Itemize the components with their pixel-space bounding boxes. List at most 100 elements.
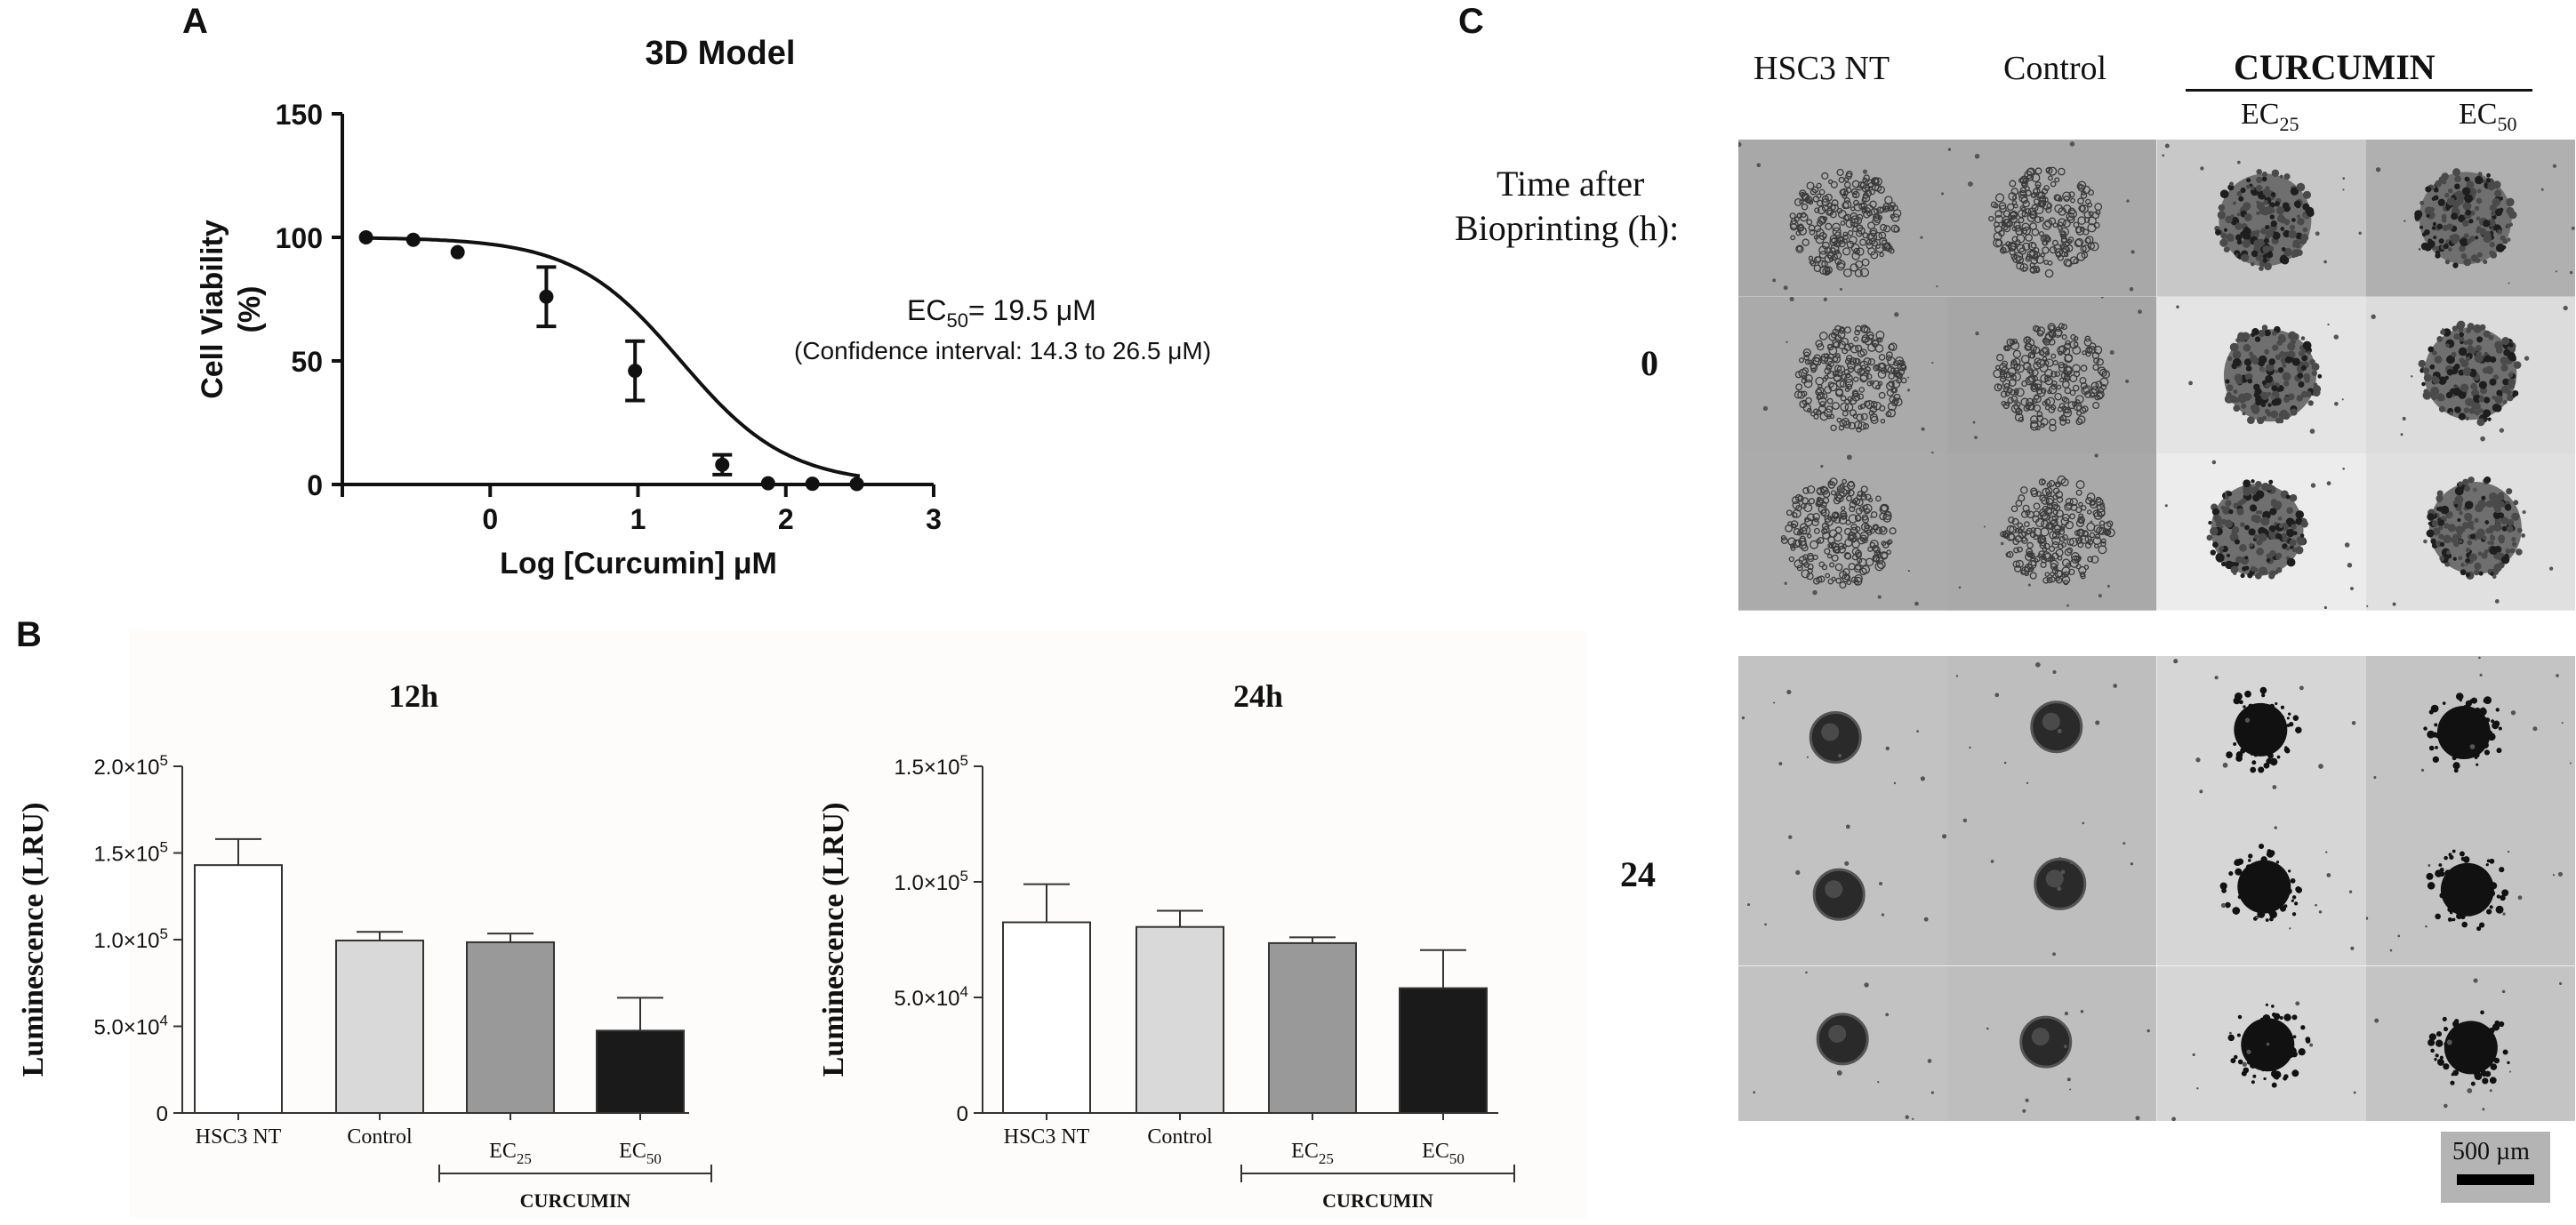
spheroid-cell — [1858, 368, 1866, 375]
debris-dot — [2069, 1088, 2072, 1091]
spheroid-cell — [2446, 368, 2453, 376]
debris-dot — [2199, 166, 2204, 171]
spheroid-cell — [2436, 335, 2443, 342]
debris-dot — [2172, 659, 2178, 664]
chart-a-ylabel-line2: (%) — [233, 286, 267, 333]
spheroid-fragment — [2265, 1003, 2268, 1006]
spheroid-cell — [2237, 395, 2246, 404]
spheroid-cell — [2492, 403, 2500, 412]
spheroid-cell — [2261, 245, 2270, 253]
spheroid-cell — [1837, 210, 1847, 219]
spheroid-cell — [2263, 237, 2269, 244]
spheroid-cell — [2223, 228, 2227, 232]
spheroid-cell — [2235, 234, 2242, 241]
chart-a-xtick-label: 1 — [630, 503, 646, 535]
micrograph-cell — [1738, 965, 1948, 1121]
spheroid-cell — [1851, 499, 1857, 505]
spheroid-cell — [2275, 552, 2282, 559]
spheroid-cell — [1853, 420, 1863, 429]
spheroid-cell — [2022, 266, 2028, 272]
spheroid-fragment — [2452, 1069, 2459, 1076]
spheroid-cell — [2494, 208, 2502, 217]
chart-b-xtick-label: EC50 — [619, 1140, 662, 1167]
spheroid-cell — [1859, 534, 1867, 543]
ec50-annotation: EC50= 19.5 μM — [907, 294, 1096, 332]
spheroid-cell — [2246, 572, 2252, 579]
chart-a-fit-curve — [365, 236, 861, 478]
spheroid-cell — [2012, 560, 2021, 569]
spheroid-cell — [2034, 383, 2042, 391]
spheroid-cell — [2289, 494, 2297, 502]
micrograph-cell — [1738, 811, 1948, 966]
spheroid-cell — [2030, 381, 2039, 390]
spheroid-cell — [2484, 520, 2489, 525]
spheroid-cell — [2506, 525, 2514, 533]
debris-dot — [2058, 729, 2062, 733]
spheroid-cell — [2482, 409, 2491, 418]
spheroid-fragment — [2242, 1067, 2249, 1073]
spheroid-cell — [1802, 238, 1810, 246]
spheroid-cell — [1862, 504, 1868, 511]
debris-dot — [1994, 693, 2000, 698]
chart-a-data-point — [715, 457, 730, 472]
spheroid-fragment — [2493, 1057, 2500, 1063]
spheroid-cell — [2071, 555, 2081, 564]
debris-dot — [2467, 1087, 2472, 1093]
spheroid-cell — [2233, 562, 2239, 567]
spheroid-cell — [2459, 239, 2464, 244]
spheroid-cell — [2232, 357, 2241, 366]
spheroid-cell — [2444, 259, 2450, 265]
spheroid-cell — [1824, 246, 1831, 253]
spheroid-cell — [2442, 327, 2452, 337]
spheroid-cell — [2454, 495, 2464, 505]
spheroid-cell — [1842, 268, 1852, 277]
debris-dot — [2392, 603, 2396, 607]
debris-dot — [2310, 483, 2315, 489]
spheroid-cell — [2061, 371, 2069, 380]
debris-dot — [2555, 270, 2557, 273]
spheroid-cell — [2050, 572, 2055, 577]
spheroid-cell — [1842, 202, 1850, 210]
spheroid-cell — [2034, 167, 2042, 175]
spheroid-fragment — [2290, 878, 2295, 885]
spheroid-cell — [1842, 247, 1851, 256]
spheroid-cell — [2505, 223, 2511, 228]
spheroid-cell — [1842, 347, 1849, 355]
debris-dot — [1986, 1027, 1989, 1029]
spheroid-cell — [2279, 174, 2283, 179]
spheroid-fragment — [2292, 1035, 2296, 1038]
spheroid-cell — [2097, 508, 2106, 517]
spheroid-cell — [2476, 188, 2482, 194]
debris-dot — [2288, 927, 2291, 930]
debris-dot — [2508, 1070, 2511, 1073]
spheroid-cell — [2296, 214, 2300, 219]
chart-b-ytick-label-base: 1.0×10 — [894, 871, 959, 895]
spheroid-cell — [2240, 545, 2245, 550]
spheroid-cell — [2212, 515, 2220, 523]
spheroid-cell — [2224, 500, 2232, 508]
chart-b-ylabel: Luminescence (LRU) — [17, 803, 50, 1077]
spheroid-cell — [2082, 404, 2089, 412]
spheroid-cell — [1849, 506, 1856, 513]
spheroid-fragment — [2470, 1081, 2476, 1086]
debris-dot — [1906, 388, 1911, 392]
spheroid-cell — [2227, 509, 2234, 515]
spheroid-cell — [2458, 481, 2463, 487]
spheroid-cell — [2093, 524, 2103, 534]
spheroid-cell — [1867, 342, 1876, 352]
spheroid-cell — [1841, 417, 1850, 426]
spheroid-cell — [2009, 180, 2017, 188]
spheroid-cell — [2454, 190, 2463, 199]
spheroid-cell — [2270, 398, 2278, 406]
spheroid-fragment — [2280, 705, 2284, 709]
spheroid-fragment — [2288, 722, 2293, 727]
spheroid-fragment — [2498, 867, 2505, 873]
spheroid-cell — [2283, 219, 2290, 226]
spheroid-cell — [2232, 388, 2237, 394]
spheroid-cell — [2030, 420, 2039, 428]
spheroid-cell — [1851, 192, 1858, 198]
spheroid-cell — [1838, 516, 1848, 525]
spheroid-cell — [2505, 548, 2511, 555]
spheroid-cell — [2021, 531, 2028, 538]
spheroid-cell — [2458, 244, 2466, 252]
